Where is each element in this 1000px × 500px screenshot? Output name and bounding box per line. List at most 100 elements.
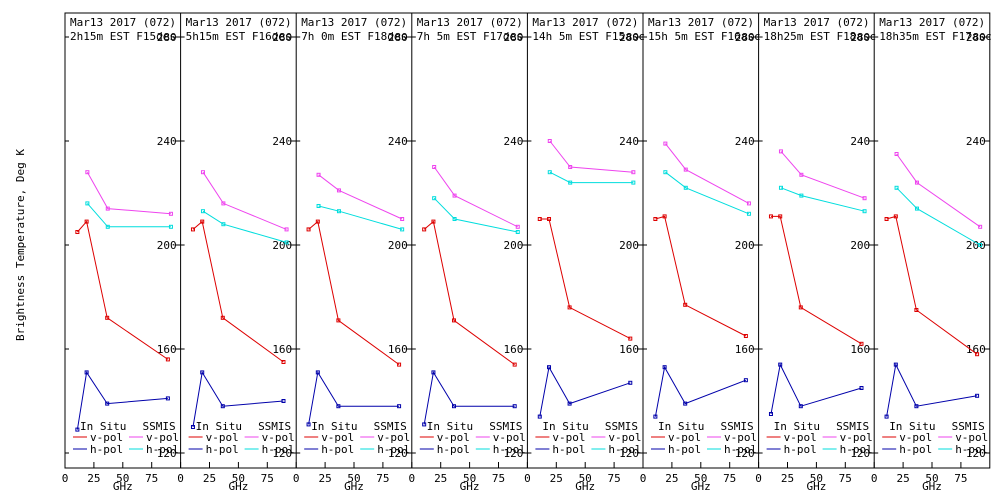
legend-insitu-header: In Situ <box>774 420 820 433</box>
data-point-insitu-v <box>893 214 898 219</box>
x-axis-label: GHz <box>460 480 480 493</box>
x-tick-label: 0 <box>524 472 531 485</box>
legend-insitu-hpol-label: h-pol <box>321 443 354 456</box>
data-point-insitu-v <box>281 360 286 364</box>
data-point-ssmis-v <box>894 152 899 156</box>
y-tick-label: 240 <box>157 135 177 148</box>
y-tick-label: 240 <box>619 135 639 148</box>
y-tick-label: 200 <box>735 239 755 252</box>
data-point-insitu-h <box>975 393 980 398</box>
data-point-insitu-h <box>422 422 427 427</box>
data-point-ssmis-h <box>316 204 321 208</box>
data-point-insitu-v <box>537 217 542 221</box>
legend-insitu-header: In Situ <box>658 420 704 433</box>
x-tick-label: 0 <box>177 472 184 485</box>
x-tick-label: 25 <box>781 472 794 485</box>
legend-ssmis-hpol-label: h-pol <box>377 443 410 456</box>
x-tick-label: 0 <box>871 472 878 485</box>
data-point-insitu-v <box>431 219 436 224</box>
panel-title-date: Mar13 2017 (072) <box>648 16 754 29</box>
series-line-insitu-v <box>539 218 631 340</box>
panel-title-date: Mar13 2017 (072) <box>301 16 407 29</box>
y-tick-label: 120 <box>272 447 292 460</box>
data-point-insitu-v <box>397 362 402 367</box>
data-point-insitu-v <box>306 227 311 232</box>
data-point-ssmis-v <box>452 193 457 198</box>
legend-ssmis-header: SSMIS <box>142 420 175 433</box>
data-point-ssmis-h <box>978 243 983 247</box>
x-tick-label: 25 <box>203 472 216 485</box>
data-point-ssmis-v <box>978 224 983 229</box>
y-tick-label: 280 <box>735 31 755 44</box>
legend-ssmis-hpol-label: h-pol <box>493 443 526 456</box>
series-line-insitu-v <box>192 220 284 363</box>
x-axis-label: GHz <box>922 480 942 493</box>
panel-title-date: Mar13 2017 (072) <box>764 16 870 29</box>
legend-ssmis-vpol-label: v-pol <box>840 431 873 444</box>
data-point-ssmis-h <box>683 185 688 190</box>
data-point-insitu-v <box>512 362 517 367</box>
data-point-insitu-v <box>165 357 170 362</box>
data-point-insitu-h <box>336 404 341 409</box>
data-point-insitu-h <box>451 404 456 409</box>
data-point-insitu-h <box>512 404 517 409</box>
y-axis-label: Brightness Temperature, Deg K <box>14 149 27 341</box>
series-line-ssmis-h <box>549 171 634 184</box>
data-point-insitu-v <box>105 315 110 320</box>
data-point-insitu-h <box>315 370 320 375</box>
data-point-insitu-h <box>768 412 773 416</box>
data-point-insitu-v <box>975 352 980 357</box>
x-tick-label: 75 <box>607 472 620 485</box>
x-tick-label: 0 <box>293 472 300 485</box>
x-tick-label: 75 <box>376 472 389 485</box>
y-tick-label: 200 <box>388 239 408 252</box>
legend-ssmis-vpol-label: v-pol <box>608 431 641 444</box>
series-line-ssmis-v <box>665 143 750 204</box>
legend-ssmis-vpol-label: v-pol <box>955 431 988 444</box>
legend-ssmis-vpol-label: v-pol <box>262 431 295 444</box>
series-line-ssmis-v <box>318 174 403 220</box>
data-point-ssmis-v <box>200 170 205 175</box>
panel-title-time: 15h 5m EST F16asc <box>648 30 761 43</box>
data-point-insitu-v <box>662 214 667 219</box>
data-point-ssmis-v <box>105 206 110 211</box>
data-point-insitu-v <box>84 219 89 224</box>
x-tick-label: 50 <box>232 472 245 485</box>
data-point-ssmis-h <box>200 209 205 214</box>
legend-insitu-hpol-label: h-pol <box>437 443 470 456</box>
series-line-insitu-v <box>77 220 169 360</box>
data-point-insitu-h <box>75 427 80 432</box>
data-point-insitu-h <box>914 404 919 409</box>
y-tick-label: 200 <box>272 239 292 252</box>
y-tick-label: 120 <box>966 447 986 460</box>
x-axis-label: GHz <box>113 480 133 493</box>
y-tick-label: 120 <box>388 447 408 460</box>
legend-insitu-vpol-label: v-pol <box>437 431 470 444</box>
data-point-ssmis-h <box>336 209 341 214</box>
series-line-ssmis-v <box>780 151 865 199</box>
x-tick-label: 75 <box>261 472 274 485</box>
data-point-ssmis-v <box>778 149 783 154</box>
legend-ssmis-header: SSMIS <box>836 420 869 433</box>
data-point-insitu-h <box>200 370 205 375</box>
legend-insitu-header: In Situ <box>889 420 935 433</box>
legend-insitu-vpol-label: v-pol <box>206 431 239 444</box>
y-tick-label: 160 <box>619 343 639 356</box>
data-point-insitu-h <box>662 365 667 370</box>
data-point-ssmis-h <box>914 206 919 211</box>
y-tick-label: 160 <box>735 343 755 356</box>
data-point-ssmis-h <box>778 185 783 190</box>
data-point-insitu-h <box>653 414 658 419</box>
y-tick-label: 240 <box>735 135 755 148</box>
legend-ssmis-hpol-label: h-pol <box>146 443 179 456</box>
y-tick-label: 120 <box>619 447 639 460</box>
data-point-ssmis-h <box>168 224 173 229</box>
data-point-ssmis-v <box>862 196 867 201</box>
x-tick-label: 0 <box>408 472 415 485</box>
x-tick-label: 25 <box>665 472 678 485</box>
series-line-insitu-h <box>76 371 168 430</box>
series-line-insitu-h <box>770 363 862 415</box>
data-point-ssmis-h <box>894 185 899 190</box>
legend-insitu-vpol-label: v-pol <box>90 431 123 444</box>
